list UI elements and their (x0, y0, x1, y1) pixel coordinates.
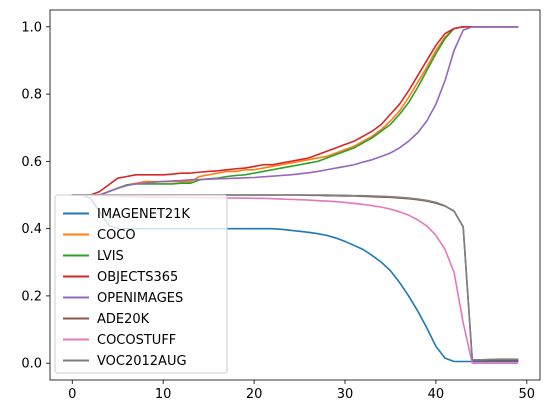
x-tick-label: 30 (337, 387, 354, 402)
legend-label-cocostuff: COCOSTUFF (97, 333, 176, 348)
legend: IMAGENET21K COCO LVIS OBJECTS365 OPENIMAGES A… (54, 194, 228, 374)
x-tick-label: 40 (428, 387, 445, 402)
y-tick-label: 0.6 (21, 155, 42, 170)
y-tick-label: 0.2 (21, 289, 42, 304)
legend-label-imagenet21k: IMAGENET21K (97, 207, 190, 222)
legend-frame (54, 194, 228, 374)
legend-label-openimages: OPENIMAGES (97, 291, 183, 306)
series-line-openimages (71, 26, 519, 196)
x-tick-label: 0 (68, 387, 76, 402)
x-tick-label: 20 (246, 387, 263, 402)
y-tick-label: 0.0 (21, 357, 42, 372)
legend-label-lvis: LVIS (97, 249, 124, 264)
series-line-coco (71, 26, 519, 196)
axes-frame (49, 9, 541, 381)
series-line-lvis (71, 26, 519, 196)
x-tick-label: 50 (519, 387, 536, 402)
legend-label-voc2012aug: VOC2012AUG (97, 354, 187, 369)
ticks-layer: 0 10 20 30 40 50 0.0 0.2 0.4 0.6 0.8 1.0 (21, 20, 535, 402)
legend-label-coco: COCO (97, 228, 136, 243)
legend-label-ade20k: ADE20K (97, 312, 150, 327)
series-line-objects365 (71, 26, 519, 196)
legend-label-objects365: OBJECTS365 (97, 270, 178, 285)
y-tick-label: 0.8 (21, 88, 42, 103)
y-tick-label: 0.4 (21, 222, 42, 237)
y-tick-label: 1.0 (21, 20, 42, 35)
x-tick-label: 10 (155, 387, 172, 402)
